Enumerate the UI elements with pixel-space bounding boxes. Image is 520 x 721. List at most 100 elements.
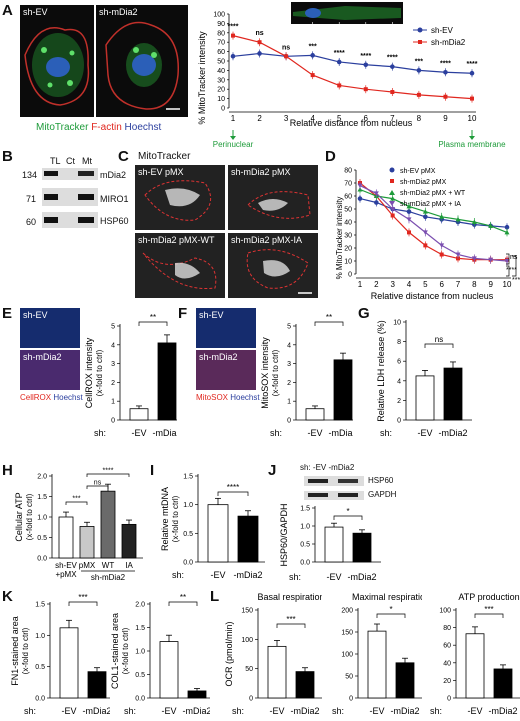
x-axis-label: Relative distance from nucleus bbox=[290, 118, 413, 128]
bar bbox=[395, 662, 415, 699]
y-tick-label: 1 bbox=[111, 399, 115, 406]
significance-label: *** bbox=[309, 43, 317, 50]
x-tick-label: 4 bbox=[407, 280, 412, 289]
sh-label: sh: bbox=[289, 572, 301, 582]
y-tick-label: 2.0 bbox=[37, 474, 47, 481]
x-tick-label: -EV bbox=[369, 706, 384, 716]
image-label: sh-mDia2 bbox=[199, 352, 238, 362]
y-tick-label: 4 bbox=[287, 342, 291, 349]
significance-label: * bbox=[389, 605, 392, 614]
panel-label-h: H bbox=[2, 462, 13, 479]
y-tick-label: 70 bbox=[344, 181, 352, 188]
y-tick-label: 30 bbox=[344, 233, 352, 240]
panel-label-i: I bbox=[150, 462, 155, 479]
y-tick-label: 20 bbox=[443, 678, 451, 685]
y-tick-label: 30 bbox=[217, 77, 225, 84]
data-point bbox=[488, 223, 494, 228]
y-tick-label: 2 bbox=[111, 380, 115, 387]
data-point bbox=[284, 54, 289, 59]
sig-ns: ns bbox=[510, 254, 518, 261]
data-point bbox=[422, 230, 428, 235]
legend-sh-mdia2-pmx: sh-mDia2 pMX bbox=[400, 179, 447, 186]
y-axis-label: Relative mtDNA bbox=[160, 487, 170, 551]
lane-label-mt: Mt bbox=[82, 156, 92, 166]
significance-label: **** bbox=[103, 468, 114, 475]
x-tick-label: -mDia2 bbox=[390, 706, 419, 716]
significance-bracket bbox=[376, 613, 406, 618]
sh-label: sh: bbox=[94, 428, 106, 438]
data-point bbox=[470, 96, 474, 101]
data-point bbox=[373, 191, 379, 196]
x-tick-label: -EV bbox=[417, 428, 432, 438]
blot-band-hsp60 bbox=[304, 476, 364, 486]
x-tick-label: WT bbox=[102, 561, 115, 570]
y-tick-label: 20 bbox=[217, 87, 225, 94]
bar bbox=[333, 359, 353, 421]
data-point bbox=[390, 207, 396, 212]
chart-f: 0 1 2 3 4 5 -EV -mDia2 sh: ** MitoSOX intensity(x-… bbox=[260, 313, 353, 438]
bar bbox=[367, 630, 387, 699]
significance-label: **** bbox=[387, 55, 398, 62]
caption-hoechst: Hoechst bbox=[124, 122, 162, 133]
y-tick-label: 50 bbox=[344, 207, 352, 214]
y-tick-label: 100 bbox=[341, 652, 353, 659]
microscopy-image-sh-mdia2: sh-mDia2 bbox=[96, 5, 188, 117]
bar bbox=[129, 408, 149, 421]
mw-71: 71 bbox=[26, 194, 37, 204]
y-tick-label: 1.5 bbox=[300, 506, 310, 513]
western-blot-b: TL Ct Mt 134 mDia2 71 MIRO1 60 HSP60 bbox=[22, 150, 129, 300]
x-tick-label: pMX bbox=[79, 561, 96, 570]
cell-illustration bbox=[24, 27, 90, 106]
significance-label: **** bbox=[467, 61, 478, 68]
x-tick-label: sh-EV bbox=[55, 561, 77, 570]
group-label: sh-mDia2 bbox=[91, 573, 126, 582]
y-tick-label: 150 bbox=[241, 608, 253, 615]
significance-bracket bbox=[68, 601, 98, 606]
series-line bbox=[232, 52, 473, 74]
y-axis-label: OCR (pmol/min) bbox=[224, 621, 234, 686]
x-tick-label: -EV bbox=[161, 706, 176, 716]
sh-label: sh: bbox=[270, 428, 282, 438]
data-point bbox=[336, 59, 342, 65]
y-tick-label: 40 bbox=[217, 68, 225, 75]
x-tick-label: 1 bbox=[358, 280, 363, 289]
y-tick-label: 4 bbox=[111, 342, 115, 349]
data-point bbox=[231, 33, 235, 38]
chart-l-maximal: 0 50 100 150 200 -EV -mDia2 sh: * Maximal respira… bbox=[332, 592, 422, 716]
y-axis-label-unit: (x-fold to ctrl) bbox=[271, 349, 280, 396]
data-point bbox=[504, 229, 510, 235]
image-label: sh-mDia2 bbox=[23, 352, 62, 362]
x-tick-label: 2 bbox=[374, 280, 379, 289]
y-tick-label: 50 bbox=[245, 666, 253, 673]
significance-label: *** bbox=[78, 593, 87, 602]
x-tick-label: 1 bbox=[231, 114, 236, 123]
image-e-sh-mdia2: sh-mDia2 bbox=[20, 350, 80, 390]
y-tick-label: 60 bbox=[443, 643, 451, 650]
data-point bbox=[443, 69, 448, 75]
significance-label: ns bbox=[255, 30, 263, 37]
chart-d: 0 10 20 30 40 50 60 70 80 1 2 3 4 5 6 7 8 9 10 % MitoTrack… bbox=[335, 167, 520, 301]
legend: sh-EV pMX sh-mDia2 pMX sh-mDia2 pMX + WT… bbox=[389, 167, 466, 208]
bar bbox=[305, 408, 325, 421]
x-tick-label: 5 bbox=[337, 114, 342, 123]
data-point bbox=[363, 87, 368, 92]
bar bbox=[493, 668, 513, 699]
y-tick-label: 0 bbox=[249, 696, 253, 703]
data-point bbox=[374, 200, 379, 205]
data-point bbox=[257, 51, 262, 56]
y-tick-label: 80 bbox=[344, 168, 352, 175]
x-tick-label: -EV bbox=[210, 570, 225, 580]
image-label: sh-mDia2 pMX bbox=[231, 167, 291, 177]
significance-bracket bbox=[65, 501, 88, 505]
y-tick-label: 1.5 bbox=[183, 474, 193, 481]
series-line bbox=[359, 185, 508, 262]
sh-label: sh: bbox=[124, 706, 136, 716]
caption-cellrox: CellROX bbox=[20, 393, 52, 402]
arrow-label-plasma-membrane: Plasma membrane bbox=[438, 140, 506, 148]
blot-band-mdia2 bbox=[42, 168, 98, 180]
image-label: sh-EV bbox=[23, 7, 48, 17]
caption-factin: F-actin bbox=[91, 122, 122, 133]
y-tick-label: 20 bbox=[344, 246, 352, 253]
legend-sh-mdia2-pmx-ia: sh-mDia2 pMX + IA bbox=[400, 201, 461, 208]
caption-hoechst: Hoechst bbox=[230, 393, 260, 402]
